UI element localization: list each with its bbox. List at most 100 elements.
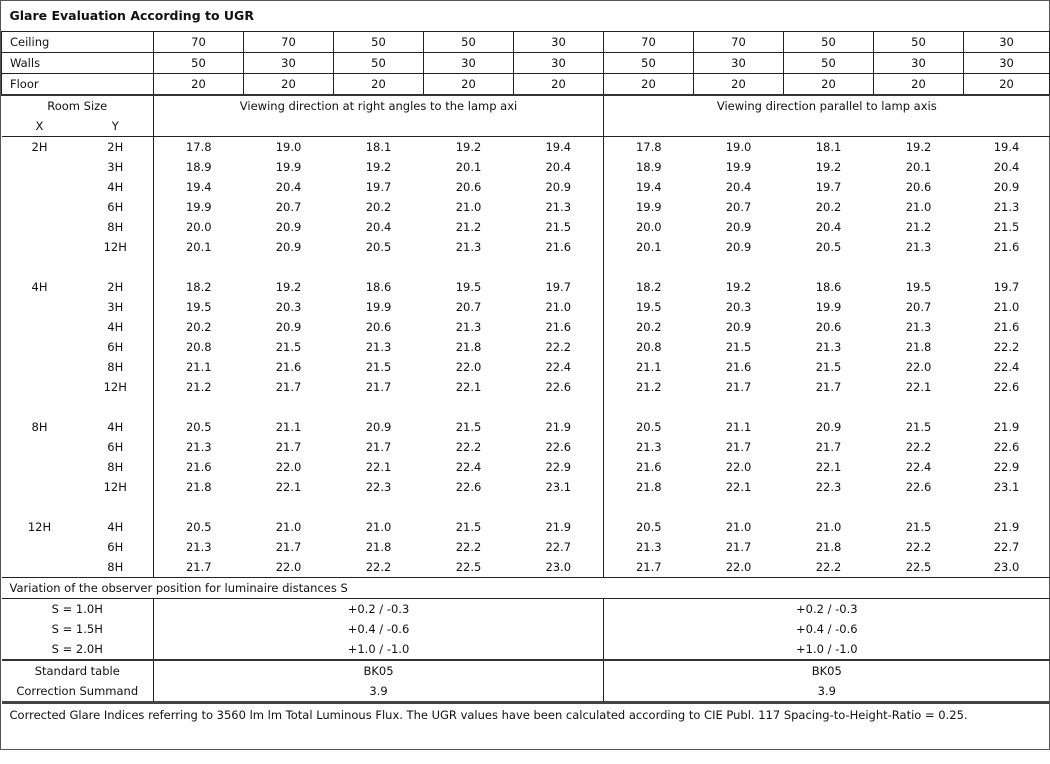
ugr-value: 22.3 [334,477,424,497]
spacer [2,397,154,417]
variation-heading-row: Variation of the observer position for l… [2,578,1050,599]
reflectance-value: 70 [604,32,694,53]
ugr-value: 21.9 [514,417,604,437]
reflectance-value: 30 [514,32,604,53]
variation-parallel: +0.4 / -0.6 [604,619,1050,639]
ugr-value: 19.5 [154,297,244,317]
ugr-value: 19.7 [514,277,604,297]
x-label: X [2,116,78,137]
reflectance-label: Floor [2,74,154,96]
reflectance-value: 30 [964,53,1050,74]
ugr-value: 22.6 [514,437,604,457]
reflectance-value: 30 [244,53,334,74]
reflectance-value: 50 [154,53,244,74]
reflectance-value: 50 [784,32,874,53]
ugr-value: 20.9 [964,177,1050,197]
ugr-value: 22.4 [424,457,514,477]
ugr-value: 21.5 [334,357,424,377]
ugr-value: 20.8 [604,337,694,357]
room-y: 2H [78,137,154,158]
ugr-value: 21.5 [514,217,604,237]
ugr-value: 22.9 [964,457,1050,477]
variation-label: S = 1.0H [2,599,154,620]
room-x: 8H [2,417,78,437]
ugr-value: 22.7 [964,537,1050,557]
ugr-value: 21.6 [964,317,1050,337]
ugr-value: 21.5 [424,517,514,537]
ugr-value: 21.2 [154,377,244,397]
reflectance-value: 20 [154,74,244,96]
room-y: 6H [78,537,154,557]
ugr-value: 21.3 [154,537,244,557]
reflectance-value: 50 [874,32,964,53]
ugr-value: 20.5 [154,417,244,437]
ugr-value: 21.6 [964,237,1050,257]
ugr-value: 18.6 [784,277,874,297]
ugr-value: 20.6 [784,317,874,337]
ugr-value: 21.5 [424,417,514,437]
spacer [154,397,604,417]
ugr-value: 21.0 [874,197,964,217]
ugr-value: 23.0 [514,557,604,578]
room-x [2,477,78,497]
room-y: 4H [78,517,154,537]
ugr-value: 20.5 [334,237,424,257]
ugr-value: 21.8 [154,477,244,497]
ugr-value: 21.1 [244,417,334,437]
ugr-value: 21.3 [334,337,424,357]
room-y: 12H [78,477,154,497]
ugr-value: 21.8 [604,477,694,497]
ugr-value: 19.9 [244,157,334,177]
spacer [604,397,1050,417]
ugr-value: 22.0 [694,457,784,477]
ugr-value: 22.0 [244,457,334,477]
ugr-value: 22.0 [424,357,514,377]
ugr-value: 21.8 [874,337,964,357]
room-x [2,317,78,337]
reflectance-value: 50 [424,32,514,53]
ugr-value: 20.5 [604,417,694,437]
ugr-value: 20.5 [154,517,244,537]
room-y: 12H [78,377,154,397]
room-x [2,157,78,177]
ugr-value: 22.1 [424,377,514,397]
ugr-value: 23.1 [964,477,1050,497]
ugr-value: 21.9 [514,517,604,537]
ugr-value: 19.2 [244,277,334,297]
ugr-value: 19.9 [154,197,244,217]
ugr-value: 20.5 [784,237,874,257]
reflectance-label: Walls [2,53,154,74]
ugr-value: 21.5 [694,337,784,357]
ugr-value: 21.1 [694,417,784,437]
room-x [2,237,78,257]
room-y: 6H [78,437,154,457]
ugr-value: 21.6 [154,457,244,477]
ugr-value: 18.2 [604,277,694,297]
variation-right-angles: +1.0 / -1.0 [154,639,604,660]
ugr-value: 21.7 [244,377,334,397]
ugr-value: 20.9 [244,317,334,337]
standard-parallel: 3.9 [604,681,1050,703]
room-x [2,457,78,477]
room-y: 2H [78,277,154,297]
ugr-value: 22.2 [964,337,1050,357]
ugr-value: 22.1 [784,457,874,477]
ugr-value: 21.8 [334,537,424,557]
ugr-value: 21.3 [874,237,964,257]
ugr-value: 19.5 [424,277,514,297]
ugr-value: 21.3 [424,237,514,257]
ugr-value: 20.7 [874,297,964,317]
ugr-value: 22.2 [424,437,514,457]
variation-right-angles: +0.2 / -0.3 [154,599,604,620]
ugr-value: 19.2 [424,137,514,158]
standard-right-angles: BK05 [154,660,604,681]
ugr-value: 22.0 [244,557,334,578]
room-y: 8H [78,457,154,477]
ugr-value: 19.7 [784,177,874,197]
reflectance-value: 20 [334,74,424,96]
ugr-value: 21.7 [334,377,424,397]
